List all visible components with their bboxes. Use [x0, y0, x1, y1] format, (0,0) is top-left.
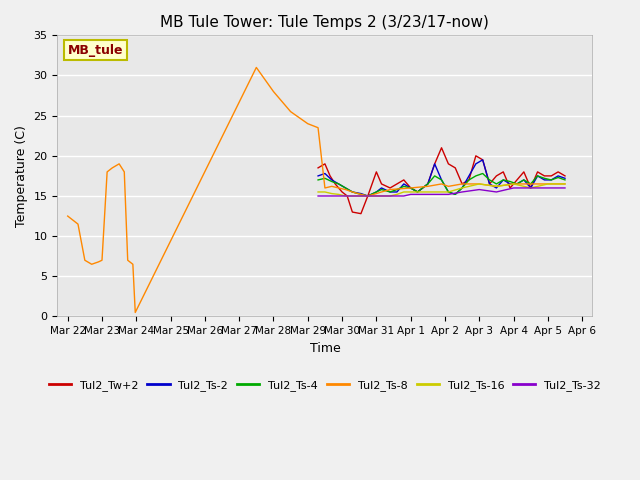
Y-axis label: Temperature (C): Temperature (C) [15, 125, 28, 227]
X-axis label: Time: Time [310, 342, 340, 355]
Legend: Tul2_Tw+2, Tul2_Ts-2, Tul2_Ts-4, Tul2_Ts-8, Tul2_Ts-16, Tul2_Ts-32: Tul2_Tw+2, Tul2_Ts-2, Tul2_Ts-4, Tul2_Ts… [44, 375, 605, 395]
Title: MB Tule Tower: Tule Temps 2 (3/23/17-now): MB Tule Tower: Tule Temps 2 (3/23/17-now… [161, 15, 490, 30]
Text: MB_tule: MB_tule [68, 44, 124, 57]
